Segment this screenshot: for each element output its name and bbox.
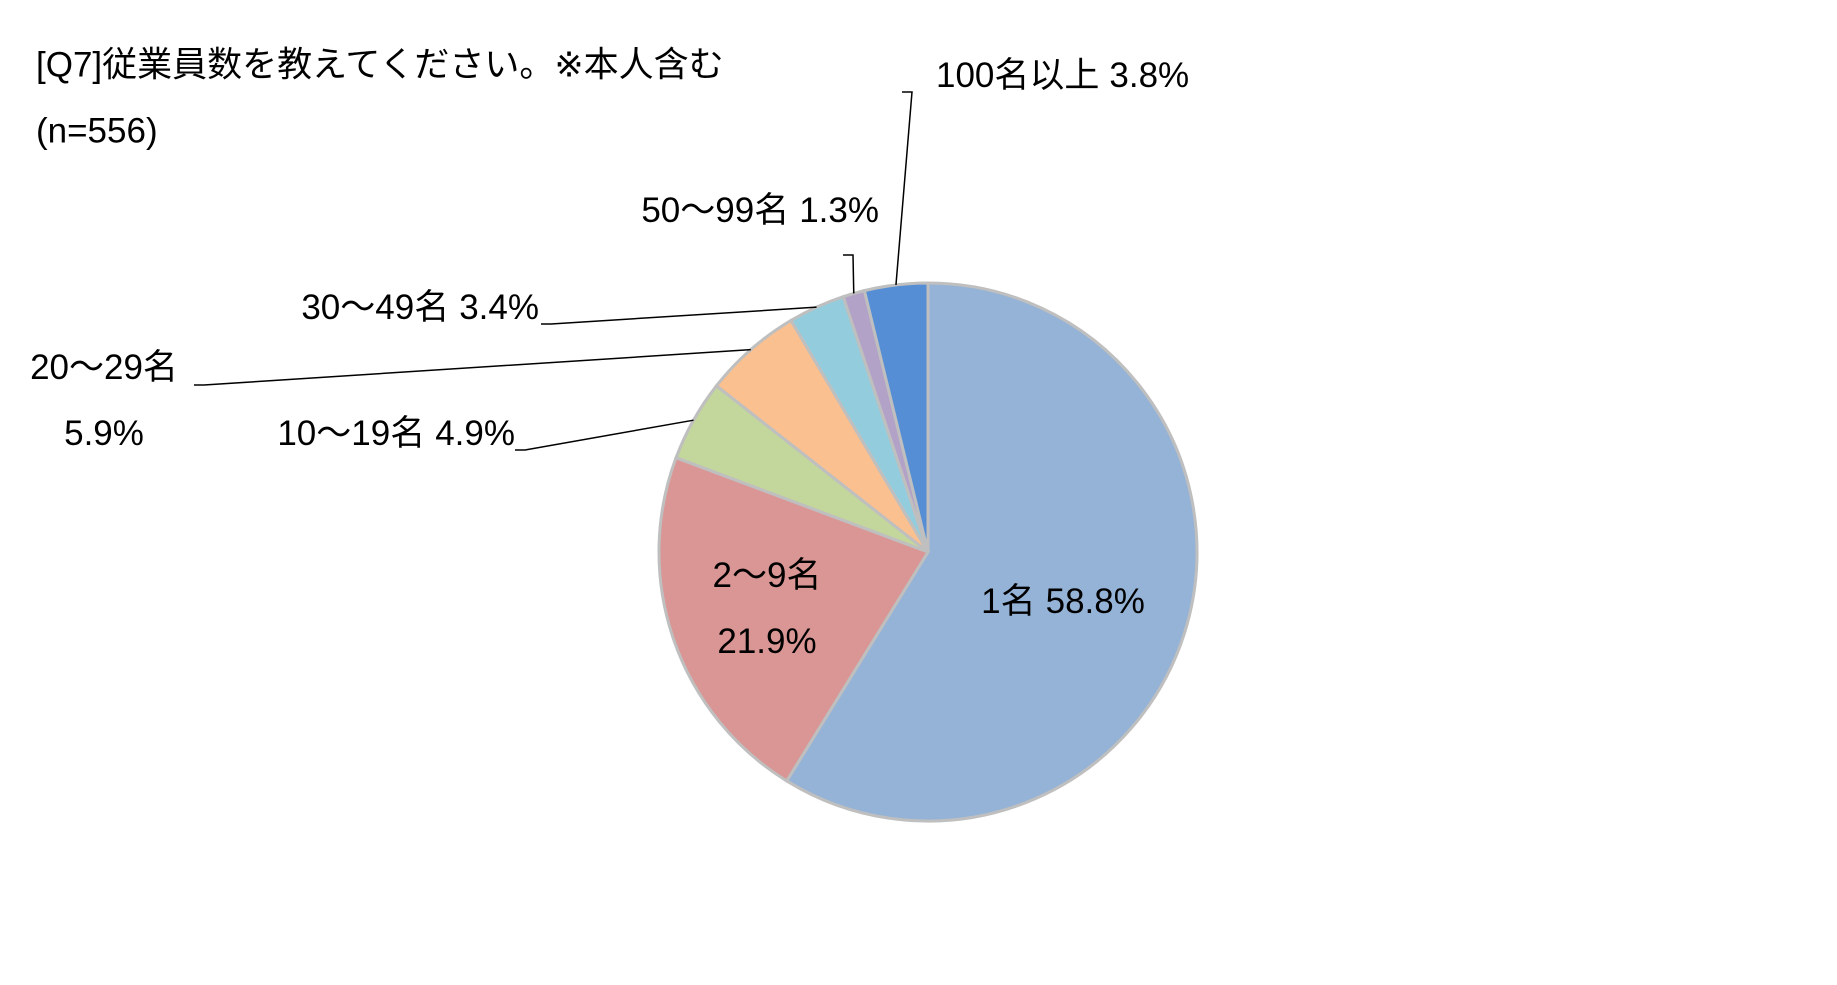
label-value: 5.9% bbox=[64, 414, 144, 453]
label-value: 1.3% bbox=[799, 191, 879, 230]
label-value: 58.8% bbox=[1046, 582, 1145, 621]
label-category: 100名以上 bbox=[936, 56, 1099, 95]
label-value: 3.8% bbox=[1109, 56, 1189, 95]
label-category: 10〜19名 bbox=[277, 414, 425, 453]
label-value: 3.4% bbox=[459, 288, 539, 327]
leader-line bbox=[541, 306, 817, 325]
data-label: 20〜29名 5.9% bbox=[30, 348, 178, 453]
data-label: 1名 58.8% bbox=[981, 582, 1145, 621]
pie-slice bbox=[657, 455, 931, 783]
leader-line bbox=[843, 254, 855, 294]
label-category: 30〜49名 bbox=[301, 288, 449, 327]
label-value: 4.9% bbox=[435, 414, 515, 453]
data-label: 10〜19名 4.9% bbox=[277, 414, 515, 453]
data-label: 100名以上 3.8% bbox=[936, 56, 1189, 95]
data-label: 30〜49名 3.4% bbox=[301, 288, 539, 327]
label-category: 20〜29名 bbox=[30, 348, 178, 387]
label-category: 1名 bbox=[981, 582, 1035, 621]
chart-title: [Q7]従業員数を教えてください。※本人含む bbox=[36, 45, 724, 84]
pie-slice bbox=[784, 281, 1199, 823]
leader-line bbox=[895, 91, 913, 285]
data-label: 50〜99名 1.3% bbox=[641, 191, 879, 230]
data-label: 2〜9名 21.9% bbox=[713, 556, 822, 661]
leader-line bbox=[515, 419, 694, 451]
pie-slice bbox=[862, 281, 930, 553]
label-category: 50〜99名 bbox=[641, 191, 789, 230]
chart-subtitle: (n=556) bbox=[36, 111, 158, 150]
leader-line bbox=[194, 348, 751, 386]
label-category: 2〜9名 bbox=[713, 556, 822, 595]
label-value: 21.9% bbox=[717, 622, 816, 661]
